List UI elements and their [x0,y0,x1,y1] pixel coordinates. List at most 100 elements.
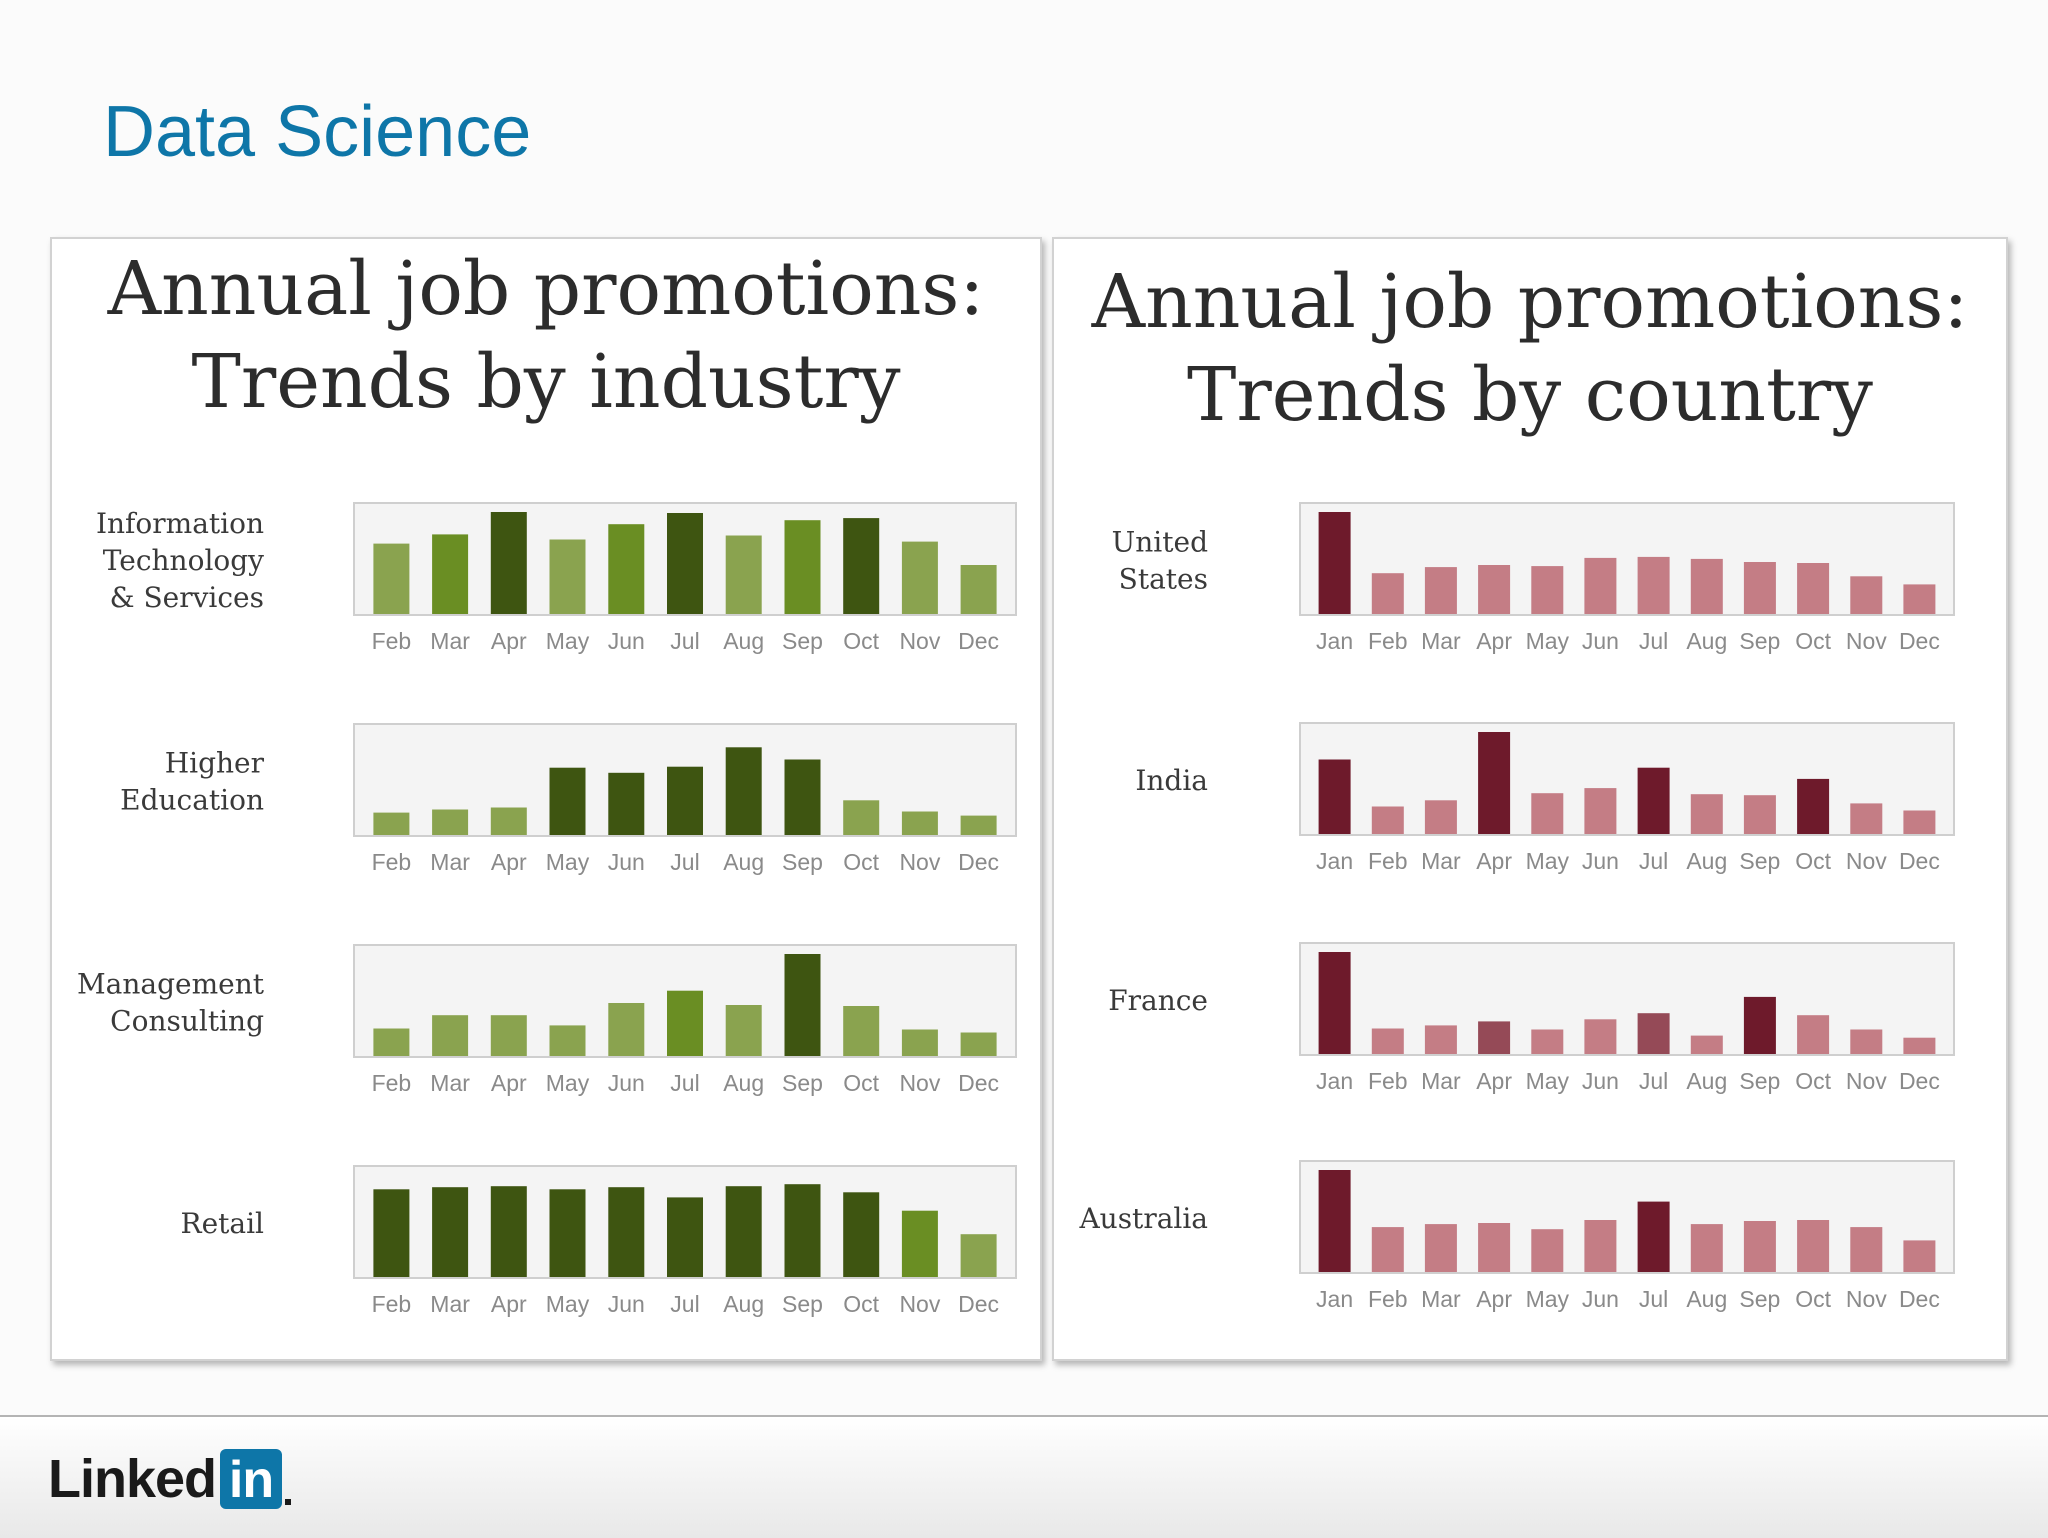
country-tick-label: Sep [1739,1286,1780,1312]
country-row-france: France Jan Feb Mar Apr May Jun Jul Aug Sep Oct Nov D… [1108,942,1955,1094]
country-tick-label: Oct [1795,1286,1831,1312]
country-bar-dec [1903,1037,1936,1054]
country-bar-jan [1318,1170,1351,1272]
country-tick-label: Jul [1639,628,1668,654]
country-tick-label: Apr [1476,1068,1512,1094]
industry-bar-may [549,1189,586,1277]
country-bar-jul [1637,1201,1670,1272]
industry-bar-mar [432,534,469,614]
industry-tick-label: Nov [899,628,940,654]
industry-tick-label: Apr [491,849,527,875]
industry-tick-label: Sep [782,1070,823,1096]
industry-bar-jun [608,1187,645,1277]
country-bar-nov [1850,803,1883,834]
country-bar-apr [1478,565,1511,614]
industry-bar-feb [373,1028,410,1056]
industry-tick-label: Aug [723,1291,764,1317]
country-bar-aug [1690,1035,1723,1054]
row-label-line: Consulting [110,1005,264,1038]
industry-bar-jun [608,1003,645,1056]
industry-chart-panel: Annual job promotions: Trends by industr… [50,237,1042,1361]
country-tick-label: Jun [1582,1286,1619,1312]
industry-row-label: Higher Education [120,747,264,817]
country-chart-panel: Annual job promotions: Trends by country… [1052,237,2008,1361]
row-label-line: Education [120,784,264,817]
industry-tick-label: Feb [372,849,412,875]
country-bar-mar [1424,1224,1457,1272]
country-tick-label: Dec [1899,628,1940,654]
industry-tick-label: May [546,1070,590,1096]
logo-in-box: in [220,1449,283,1509]
industry-tick-label: Jun [608,849,645,875]
country-tick-label: Feb [1368,1286,1408,1312]
industry-bar-jun [608,524,645,614]
industry-row-label: Information Technology & Services [96,507,264,614]
country-tick-label: Sep [1739,628,1780,654]
country-bar-dec [1903,584,1936,614]
country-bar-sep [1743,1221,1776,1272]
industry-bar-aug [725,747,762,835]
country-tick-label: Jun [1582,848,1619,874]
footer-bar: Linked in [0,1415,2048,1538]
country-tick-label: May [1526,848,1570,874]
industry-bar-jul [667,513,703,614]
industry-bar-aug [725,1005,762,1056]
country-tick-label: Jan [1316,1286,1353,1312]
industry-bar-dec [960,815,997,835]
industry-bar-mar [432,809,469,835]
logo-dot [285,1499,292,1505]
industry-tick-label: Mar [430,1291,470,1317]
industry-tick-label: Sep [782,628,823,654]
industry-chart-title: Annual job promotions: Trends by industr… [52,243,1040,429]
country-bar-dec [1903,810,1936,834]
country-tick-label: Aug [1686,628,1727,654]
country-bar-oct [1797,1015,1830,1054]
country-tick-label: Dec [1899,1068,1940,1094]
row-label-line: France [1108,984,1208,1017]
country-tick-label: Apr [1476,628,1512,654]
row-label-line: Retail [180,1207,264,1240]
industry-bar-feb [373,543,410,614]
country-bar-apr [1478,732,1511,834]
country-tick-label: May [1526,1068,1570,1094]
country-tick-label: May [1526,628,1570,654]
industry-tick-label: Feb [372,628,412,654]
country-chart-title: Annual job promotions: Trends by country [1054,256,2006,442]
country-tick-label: Jul [1639,848,1668,874]
country-bar-may [1531,793,1564,834]
country-tick-label: May [1526,1286,1570,1312]
country-bar-jun [1584,1019,1617,1054]
row-label-line: India [1135,764,1208,797]
industry-row-information-technology-and-services: Information Technology & Services Feb Mar Apr… [96,502,1017,654]
logo-wordmark: Linked [48,1449,217,1509]
country-tick-label: Mar [1421,1068,1461,1094]
industry-tick-label: Dec [958,1291,999,1317]
country-bar-aug [1690,1224,1723,1272]
country-bar-jan [1318,952,1351,1054]
country-row-australia: Australia Jan Feb Mar Apr May Jun Jul Aug Sep Oct N… [1078,1160,1955,1312]
country-row-india: India Jan Feb Mar Apr May Jun Jul Aug Sep Oct Nov De… [1135,722,1955,874]
industry-bar-sep [784,1184,821,1277]
country-bar-may [1531,1229,1564,1272]
country-bar-charts: United States Jan Feb Mar Apr May Jun Jul Aug Sep O… [1078,502,1955,1312]
country-bar-may [1531,1029,1564,1054]
industry-tick-label: Jun [608,1291,645,1317]
industry-bar-oct [843,1006,880,1056]
industry-bar-charts: Information Technology & Services Feb Mar Apr… [77,502,1017,1317]
country-row-label: India [1135,764,1208,797]
country-tick-label: Jun [1582,1068,1619,1094]
industry-tick-label: Mar [430,628,470,654]
country-tick-label: Sep [1739,1068,1780,1094]
industry-tick-label: Jun [608,628,645,654]
industry-tick-label: Dec [958,849,999,875]
industry-tick-label: May [546,1291,590,1317]
country-tick-label: Feb [1368,1068,1408,1094]
country-bar-jun [1584,1220,1617,1272]
row-label-line: States [1119,563,1208,596]
country-bar-apr [1478,1021,1511,1054]
country-bar-sep [1743,562,1776,614]
country-row-label: France [1108,984,1208,1017]
country-tick-label: Aug [1686,1286,1727,1312]
country-title-line-2: Trends by country [1187,352,1873,438]
industry-bar-oct [843,518,880,614]
